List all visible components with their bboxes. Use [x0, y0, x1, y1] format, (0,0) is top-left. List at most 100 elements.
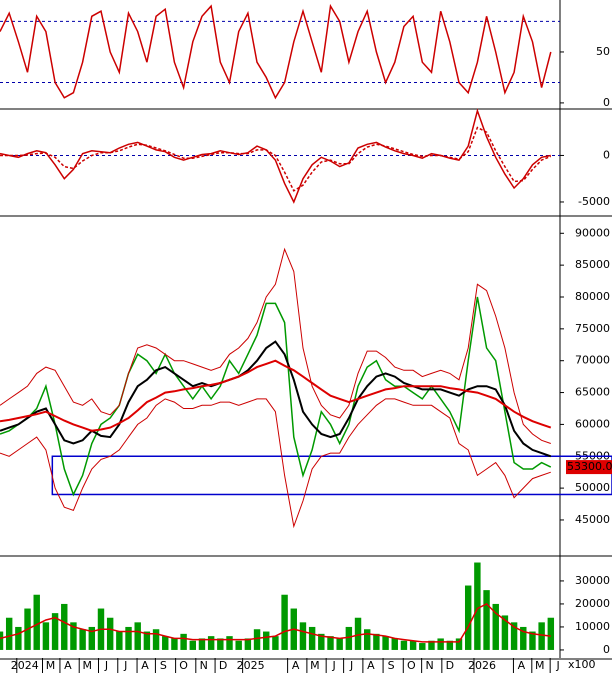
volume-bar	[345, 626, 353, 650]
x-tick-label: S	[388, 659, 395, 672]
x-tick-label: J	[332, 659, 336, 672]
volume-bar	[79, 629, 86, 650]
series-line	[0, 126, 552, 192]
volume-bar	[501, 615, 509, 650]
volume-bar	[510, 622, 518, 650]
volume-bar	[419, 643, 426, 650]
volume-bar	[189, 640, 196, 650]
y-tick-label: 50000	[575, 481, 610, 494]
highlight-band	[51, 455, 612, 496]
volume-bar	[134, 622, 141, 650]
volume-bar	[400, 640, 408, 650]
y-tick-label: 20000	[575, 597, 610, 610]
y-tick-label: 90000	[575, 226, 610, 239]
x-tick-label: O	[407, 659, 416, 672]
y-tick-label: 80000	[575, 290, 610, 303]
volume-bar	[529, 631, 536, 650]
x-tick-label: A	[292, 659, 300, 672]
volume-bar	[61, 603, 68, 650]
x-tick-label: 2025	[237, 659, 265, 672]
y-tick-label: 50	[596, 45, 610, 58]
volume-bar	[88, 626, 96, 650]
volume-bar	[70, 622, 77, 650]
y-tick-label: 0	[603, 96, 610, 109]
x-tick-label: N	[426, 659, 434, 672]
price-tag	[566, 460, 612, 475]
volume-bar	[33, 594, 40, 650]
volume-bar	[382, 636, 389, 650]
volume-bar	[299, 622, 307, 650]
volume-bar	[483, 590, 490, 650]
volume-bar	[520, 626, 527, 650]
y-tick-label: 45000	[575, 513, 610, 526]
series-line	[0, 247, 551, 444]
x-tick-label: A	[367, 659, 375, 672]
y-tick-label: 0	[603, 643, 610, 656]
x-tick-label: D	[446, 659, 454, 672]
volume-bar	[0, 631, 4, 650]
volume-bar	[226, 636, 233, 650]
volume-bar	[428, 640, 435, 650]
volume-bar	[547, 617, 555, 650]
volume-bar	[217, 638, 224, 650]
volume-bar	[198, 638, 206, 650]
x-tick-label: N	[200, 659, 208, 672]
series-line	[0, 398, 551, 529]
y-tick-label: 75000	[575, 322, 610, 335]
y-tick-label: -5000	[578, 195, 610, 208]
volume-bar	[308, 626, 316, 650]
volume-bar	[180, 633, 187, 650]
x-tick-label: M	[82, 659, 92, 672]
volume-bar	[162, 636, 169, 650]
x-tick-label: D	[219, 659, 227, 672]
volume-bar	[42, 622, 50, 650]
series-line	[0, 359, 552, 432]
y-tick-label: 65000	[575, 386, 610, 399]
x-tick-label: A	[518, 659, 526, 672]
volume-bar	[364, 629, 371, 650]
y-tick-label: 60000	[575, 417, 610, 430]
x-tick-label: J	[123, 659, 127, 672]
volume-bar	[125, 626, 132, 650]
volume-bar	[409, 640, 417, 650]
volume-bar	[207, 636, 215, 650]
y-tick-label: 70000	[575, 354, 610, 367]
volume-bar	[391, 638, 398, 650]
volume-bar	[373, 633, 380, 650]
volume-bar	[51, 613, 59, 650]
volume-bar	[281, 594, 288, 650]
volume-bar	[171, 638, 178, 650]
x-tick-label: S	[160, 659, 167, 672]
series-line	[0, 3, 552, 100]
series-line	[0, 296, 552, 497]
x-tick-label: J	[349, 659, 353, 672]
volume-bar	[437, 638, 444, 650]
volume-bar	[336, 638, 343, 650]
unit-label: x100	[568, 658, 596, 671]
volume-bar	[116, 631, 123, 650]
x-tick-label: O	[179, 659, 188, 672]
y-tick-label: 10000	[575, 620, 610, 633]
volume-bar	[464, 585, 472, 650]
y-tick-label: 85000	[575, 258, 610, 271]
x-tick-label: J	[104, 659, 108, 672]
x-tick-label: A	[141, 659, 149, 672]
volume-bar	[235, 640, 242, 650]
volume-bar	[143, 631, 151, 650]
x-tick-label: 2026	[468, 659, 496, 672]
y-tick-label: 0	[603, 148, 610, 161]
x-tick-label: M	[535, 659, 545, 672]
series-line	[0, 602, 551, 643]
volume-bar	[253, 629, 261, 650]
volume-bar	[354, 617, 362, 650]
volume-bar	[474, 562, 481, 650]
volume-bar	[327, 636, 334, 650]
x-tick-label: A	[64, 659, 72, 672]
volume-bar	[455, 638, 463, 650]
volume-bar	[446, 640, 454, 650]
volume-bar	[5, 617, 13, 650]
volume-bar	[492, 603, 499, 650]
volume-bar	[538, 622, 545, 650]
